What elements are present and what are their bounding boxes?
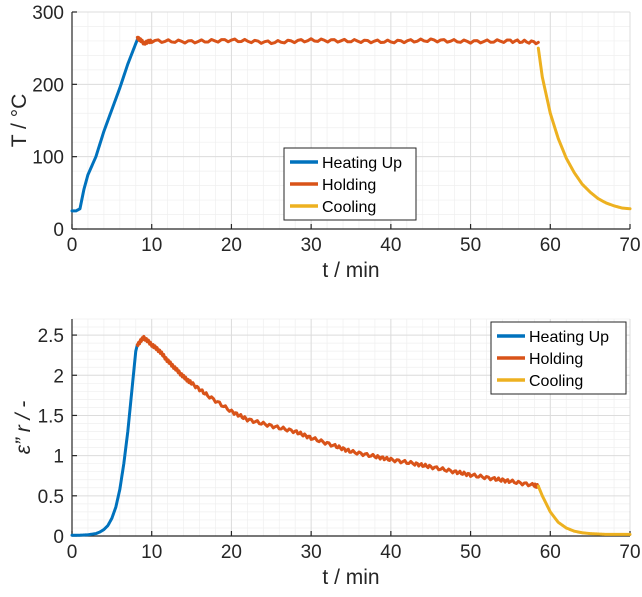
x-tick-label: 60 [540, 235, 561, 256]
legend-entry: Cooling [529, 373, 583, 390]
x-tick-label: 0 [67, 542, 78, 563]
x-tick-label: 0 [67, 235, 78, 256]
x-tick-label: 50 [460, 542, 481, 563]
y-axis-label: ε” r / - [12, 401, 35, 455]
series-line-cooling [538, 48, 630, 209]
y-tick-label: 0 [53, 527, 64, 548]
x-tick-label: 60 [540, 542, 561, 563]
legend-entry: Heating Up [322, 155, 402, 172]
x-tick-label: 20 [221, 235, 242, 256]
x-tick-label: 40 [380, 235, 401, 256]
y-tick-label: 0.5 [38, 487, 64, 508]
series-line-cooling [538, 486, 630, 534]
y-tick-label: 2 [53, 366, 64, 387]
series-line-holding [137, 37, 538, 44]
y-tick-label: 100 [32, 148, 64, 169]
chart-panel-1: 0 10 20 30 40 50 60 70 0 100 200 300 t / min T / °C He… [8, 3, 641, 282]
legend-entry: Heating Up [529, 329, 609, 346]
y-tick-label: 300 [32, 3, 64, 24]
x-tick-label: 40 [380, 542, 401, 563]
y-tick-label: 2.5 [38, 326, 64, 347]
x-axis-label: t / min [322, 259, 379, 282]
y-axis-label: T / °C [8, 94, 31, 148]
x-tick-label: 70 [619, 235, 640, 256]
x-tick-label: 50 [460, 235, 481, 256]
y-tick-label: 200 [32, 75, 64, 96]
legend: Heating Up Holding Cooling [491, 322, 626, 394]
x-tick-label: 10 [141, 542, 162, 563]
y-tick-label: 1 [53, 447, 64, 468]
legend-entry: Holding [529, 351, 583, 368]
chart-panel-2: 0 10 20 30 40 50 60 70 0 0.5 1 1.5 2 2.5 t / min ε” r /… [12, 319, 641, 589]
x-axis-label: t / min [322, 566, 379, 589]
x-tick-label: 20 [221, 542, 242, 563]
legend: Heating Up Holding Cooling [284, 148, 416, 220]
series-line-heating-up [72, 345, 137, 535]
x-tick-label: 70 [619, 542, 640, 563]
x-tick-label: 30 [301, 542, 322, 563]
y-tick-label: 1.5 [38, 406, 64, 427]
legend-entry: Cooling [322, 199, 376, 216]
x-tick-label: 10 [141, 235, 162, 256]
x-tick-label: 30 [301, 235, 322, 256]
legend-entry: Holding [322, 177, 376, 194]
y-tick-label: 0 [53, 220, 64, 241]
series-line-heating-up [72, 39, 137, 210]
